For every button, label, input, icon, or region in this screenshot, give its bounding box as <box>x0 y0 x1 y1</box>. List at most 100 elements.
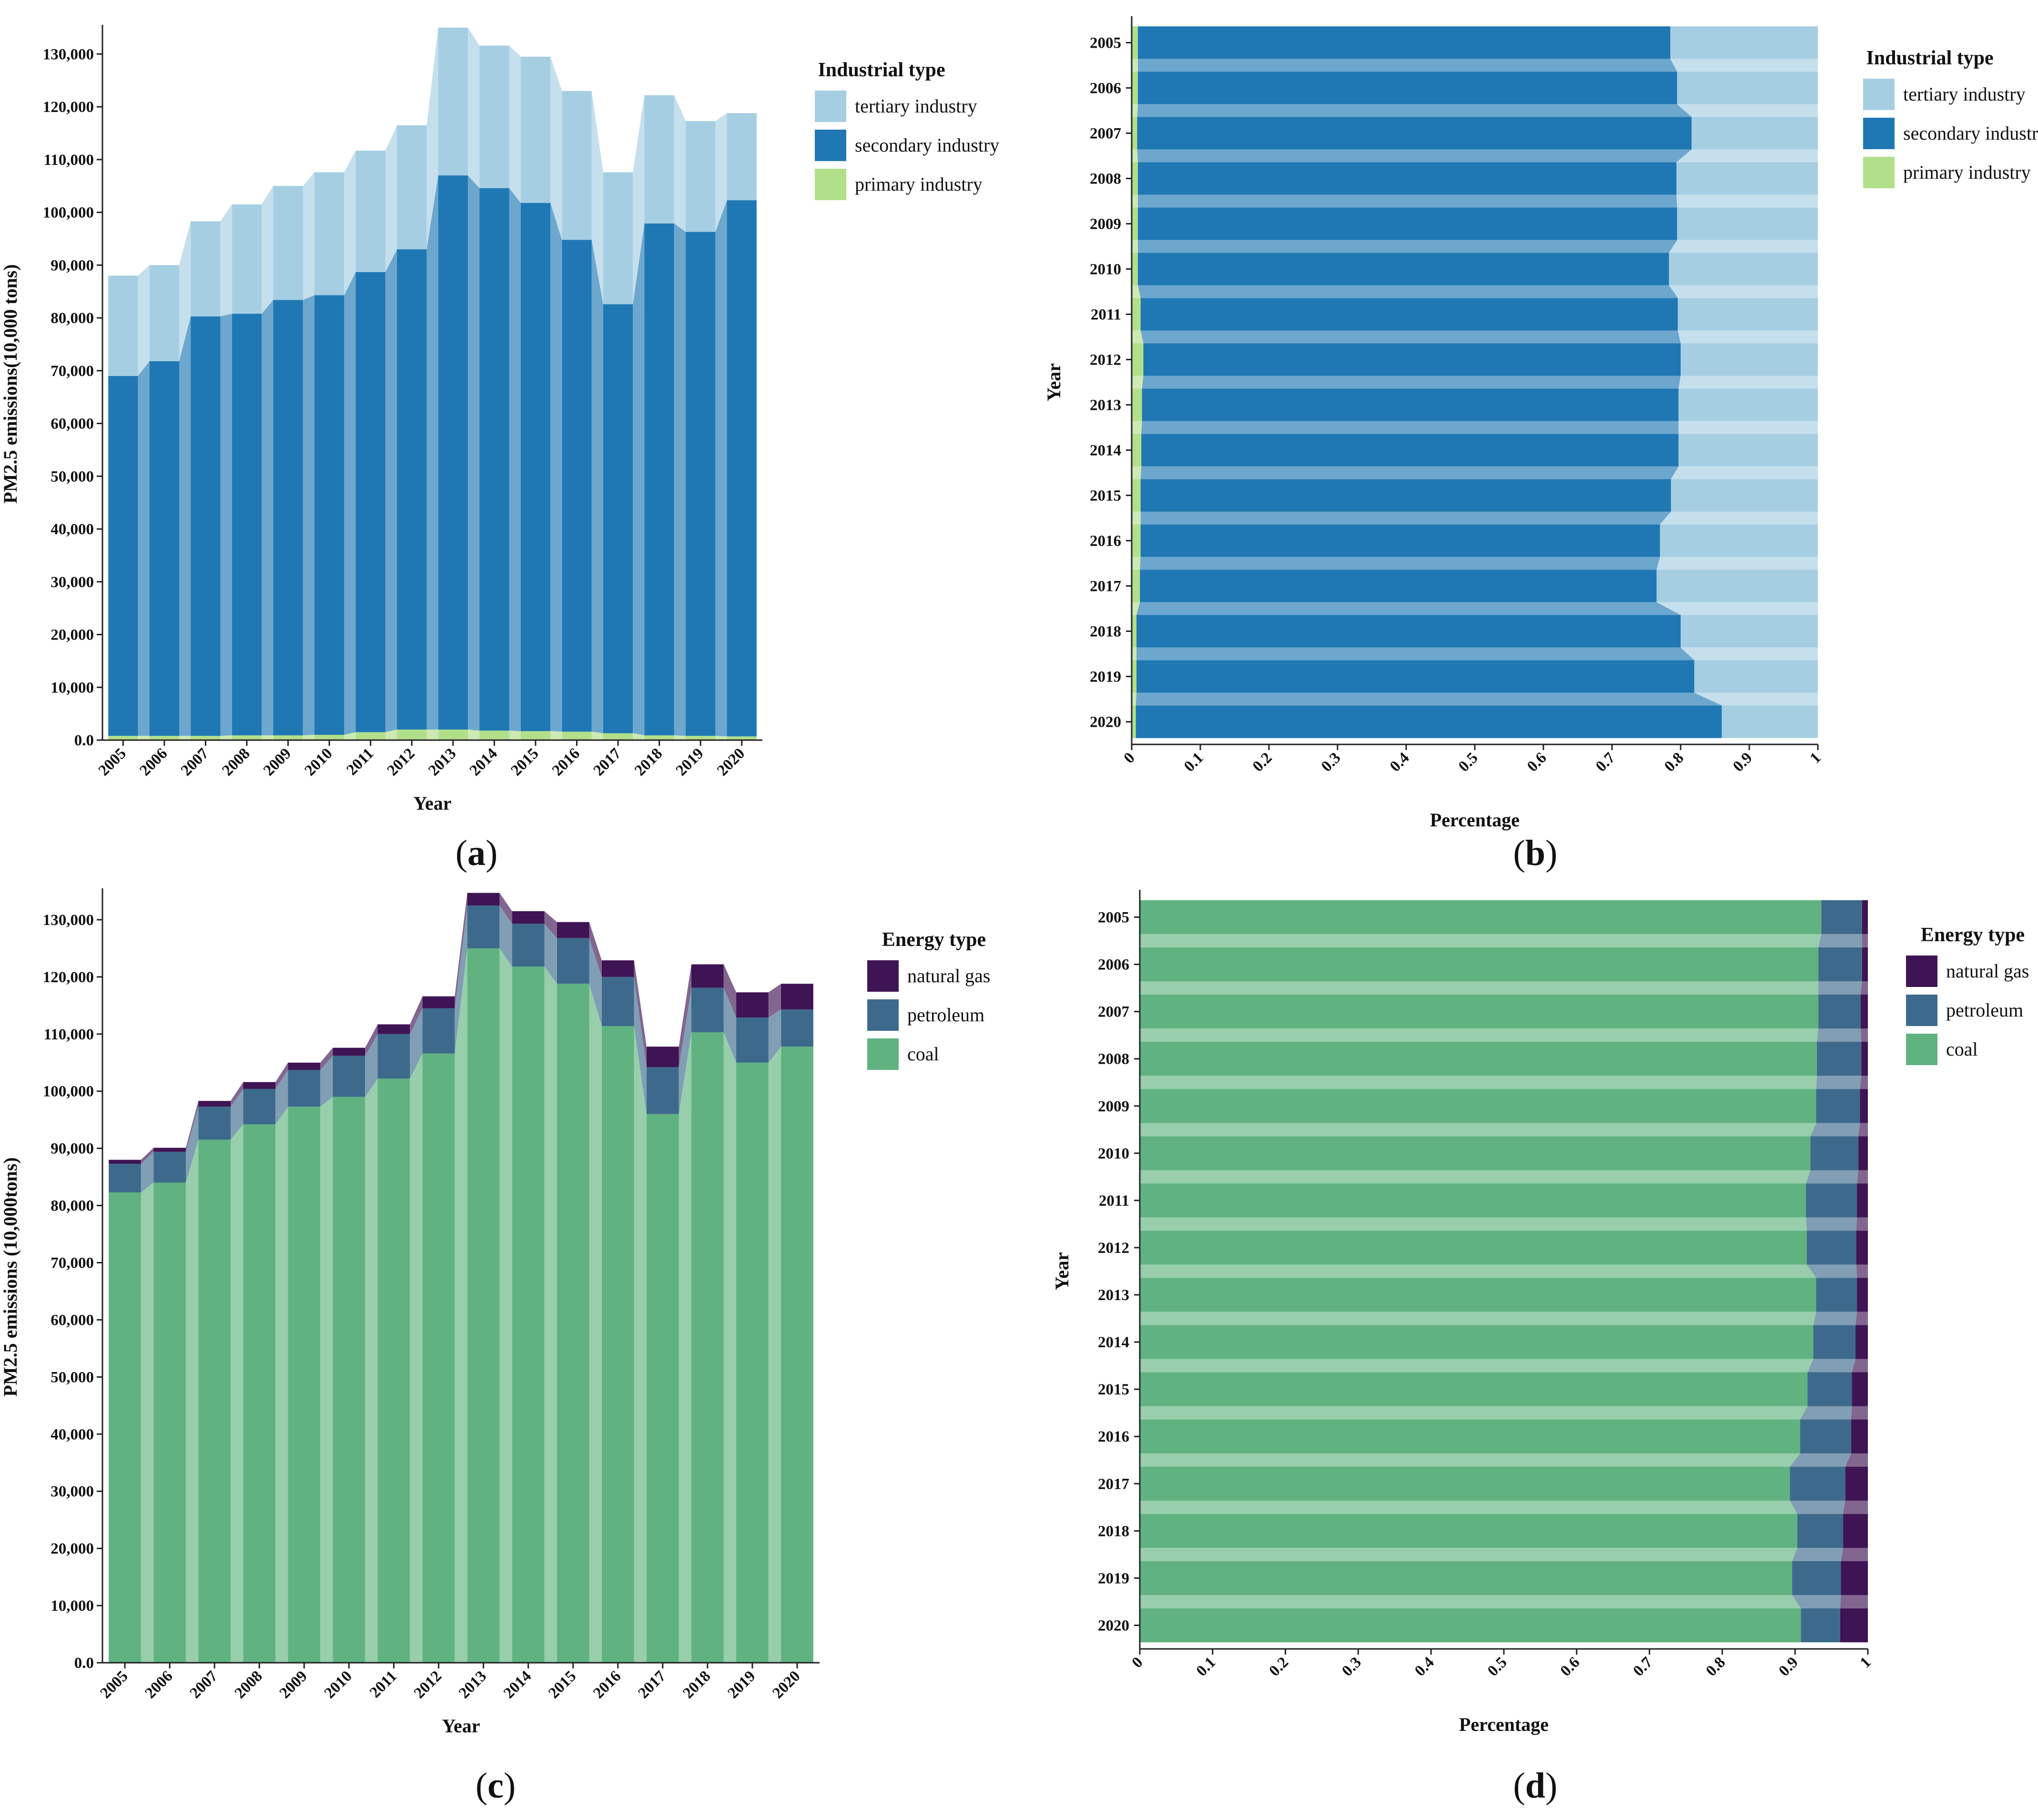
connector-tertiary-industry-2016 <box>591 91 603 305</box>
connector-secondary-industry-2011 <box>385 249 397 732</box>
connector-primary-industry-2019 <box>715 736 727 740</box>
connector-petroleum-2015 <box>589 938 602 1027</box>
connector-natural-gas-2011 <box>410 996 423 1034</box>
connector-tertiary-industry-2017 <box>1656 602 1818 615</box>
legend-label-primary-industry: primary industry <box>855 173 983 195</box>
connector-petroleum-2008 <box>1816 1076 1862 1089</box>
connector-petroleum-2014 <box>1807 1359 1856 1373</box>
connector-primary-industry-2005 <box>138 736 150 740</box>
connector-tertiary-industry-2011 <box>1678 330 1818 344</box>
y-tick-label: 2017 <box>1090 578 1121 595</box>
y-tick-label: 40,000 <box>51 1426 94 1443</box>
bar-tertiary-industry-2010 <box>314 172 345 295</box>
bar-coal-2020 <box>1140 1608 1801 1643</box>
bar-secondary-industry-2020 <box>727 200 757 737</box>
legend-title: Energy type <box>1921 924 2025 946</box>
bar-petroleum-2012 <box>422 1008 455 1054</box>
x-tick-label: 0.8 <box>1703 1654 1729 1680</box>
connector-tertiary-industry-2009 <box>1669 240 1818 253</box>
connector-tertiary-industry-2011 <box>385 125 397 272</box>
x-tick-label: 0 <box>1121 749 1138 767</box>
connector-primary-industry-2011 <box>385 729 397 740</box>
legend-swatch-primary-industry <box>1863 157 1895 188</box>
x-tick-label: 2008 <box>219 745 253 779</box>
bar-coal-2020 <box>781 1047 813 1663</box>
connector-secondary-industry-2014 <box>1140 466 1679 479</box>
connector-coal-2009 <box>1140 1123 1816 1137</box>
connector-petroleum-2016 <box>1790 1453 1851 1467</box>
bar-primary-industry-2005 <box>1132 26 1138 59</box>
connector-primary-industry-2017 <box>1132 602 1140 615</box>
connector-primary-industry-2014 <box>1132 466 1142 479</box>
y-tick-label: 2009 <box>1098 1098 1129 1115</box>
y-tick-label: 2011 <box>1091 306 1121 324</box>
bar-primary-industry-2009 <box>1132 207 1138 240</box>
bar-tertiary-industry-2011 <box>355 151 385 272</box>
connector-primary-industry-2018 <box>1132 647 1137 661</box>
connector-natural-gas-2018 <box>1841 1548 1868 1561</box>
bar-tertiary-industry-2006 <box>1677 71 1818 104</box>
x-tick-label: 2020 <box>770 1667 804 1702</box>
bar-natural-gas-2011 <box>377 1024 410 1034</box>
bar-natural-gas-2019 <box>736 992 769 1018</box>
bar-coal-2010 <box>1140 1136 1811 1170</box>
bar-secondary-industry-2013 <box>438 175 468 730</box>
connector-tertiary-industry-2019 <box>715 113 727 232</box>
y-tick-label: 100,000 <box>43 1083 94 1100</box>
bar-petroleum-2008 <box>1817 1042 1862 1076</box>
panel-a-industrial-emissions-stacked: 0.0 10,000 20,000 30,000 40,000 50,000 60,000 7… <box>0 25 999 873</box>
connector-natural-gas-2016 <box>1845 1453 1868 1467</box>
bar-natural-gas-2014 <box>1855 1325 1868 1359</box>
bar-natural-gas-2011 <box>1857 1183 1868 1218</box>
connector-secondary-industry-2015 <box>550 203 562 732</box>
x-tick-label: 2006 <box>136 745 171 779</box>
bar-primary-industry-2016 <box>562 732 592 740</box>
legend-title: Industrial type <box>818 59 945 81</box>
x-tick-label: 2012 <box>411 1667 445 1702</box>
bar-natural-gas-2008 <box>1861 1042 1868 1076</box>
connector-tertiary-industry-2013 <box>467 28 480 188</box>
legend-swatch-coal <box>867 1038 899 1070</box>
bar-natural-gas-2012 <box>422 996 455 1008</box>
connector-natural-gas-2005 <box>141 1148 154 1164</box>
bar-natural-gas-2017 <box>646 1047 679 1068</box>
bar-tertiary-industry-2008 <box>1676 162 1818 195</box>
connector-petroleum-2017 <box>679 987 691 1114</box>
bar-coal-2007 <box>198 1139 231 1663</box>
bar-tertiary-industry-2005 <box>1670 26 1818 59</box>
bar-tertiary-industry-2005 <box>108 275 138 376</box>
legend-swatch-natural-gas <box>867 960 899 992</box>
connector-secondary-industry-2005 <box>138 361 150 736</box>
connector-primary-industry-2013 <box>1132 421 1142 434</box>
connector-natural-gas-2016 <box>634 960 647 1068</box>
connector-primary-industry-2015 <box>1132 511 1141 525</box>
x-tick-label: 2009 <box>260 745 294 779</box>
connector-natural-gas-2014 <box>544 911 557 938</box>
bar-petroleum-2015 <box>557 938 589 984</box>
bar-tertiary-industry-2020 <box>1722 705 1818 738</box>
bar-coal-2019 <box>736 1062 769 1663</box>
connector-natural-gas-2019 <box>768 984 781 1018</box>
connector-coal-2018 <box>1140 1548 1797 1561</box>
x-tick-label: 0.3 <box>1338 1654 1365 1680</box>
bar-primary-industry-2019 <box>685 736 716 740</box>
bar-secondary-industry-2019 <box>685 232 716 736</box>
bar-natural-gas-2007 <box>198 1101 231 1107</box>
bar-petroleum-2009 <box>288 1070 321 1107</box>
panel-label: (a) <box>456 833 498 873</box>
connector-coal-2006 <box>1140 981 1819 995</box>
connector-tertiary-industry-2007 <box>1676 149 1818 163</box>
connector-petroleum-2014 <box>544 924 557 984</box>
legend-swatch-tertiary-industry <box>1863 79 1895 110</box>
connector-coal-2005 <box>141 1182 154 1663</box>
bar-primary-industry-2009 <box>273 735 303 740</box>
x-tick-label: 0.9 <box>1730 749 1756 775</box>
bar-natural-gas-2019 <box>1841 1561 1868 1596</box>
bar-tertiary-industry-2008 <box>232 204 262 314</box>
bar-primary-industry-2011 <box>355 732 385 740</box>
connector-coal-2014 <box>544 966 557 1663</box>
connector-petroleum-2012 <box>1806 1264 1857 1278</box>
connector-natural-gas-2015 <box>589 922 602 977</box>
connector-primary-industry-2016 <box>591 732 603 740</box>
connector-natural-gas-2012 <box>455 893 467 1008</box>
